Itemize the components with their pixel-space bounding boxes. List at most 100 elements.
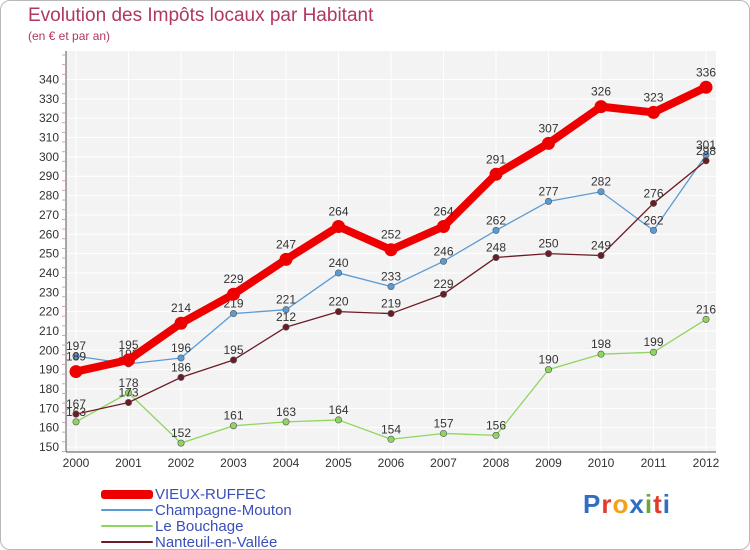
data-point [177, 439, 185, 447]
x-tick-label: 2009 [535, 456, 562, 470]
data-point [282, 418, 290, 426]
data-label: 195 [118, 338, 138, 352]
data-point [649, 348, 657, 356]
data-label: 195 [223, 343, 243, 357]
data-label: 307 [538, 121, 558, 135]
data-label: 262 [486, 213, 506, 227]
data-point [334, 308, 342, 316]
logo-letter: x [629, 489, 645, 519]
data-label: 277 [538, 184, 558, 198]
data-point [699, 80, 713, 94]
data-point [72, 410, 80, 418]
data-point [702, 315, 710, 323]
data-label: 214 [171, 301, 191, 315]
data-label: 240 [328, 256, 348, 270]
data-label: 199 [643, 335, 663, 349]
y-tick-label: 300 [39, 150, 59, 164]
data-point [439, 290, 447, 298]
data-point [125, 399, 133, 407]
data-label: 264 [433, 205, 453, 219]
data-point [334, 416, 342, 424]
data-label: 249 [591, 239, 611, 253]
data-label: 221 [276, 293, 296, 307]
legend-item[interactable]: Le Bouchage [101, 517, 292, 535]
data-label: 156 [486, 418, 506, 432]
data-point [384, 243, 398, 257]
data-label: 161 [223, 409, 243, 423]
legend-label: VIEUX-RUFFEC [155, 485, 266, 503]
data-point [544, 250, 552, 258]
data-label: 220 [328, 295, 348, 309]
data-point [597, 188, 605, 196]
legend-label: Le Bouchage [155, 517, 244, 535]
chart-title: Evolution des Impôts locaux par Habitant [28, 5, 374, 26]
y-tick-label: 330 [39, 92, 59, 106]
data-point [387, 282, 395, 290]
data-point [174, 316, 188, 330]
data-point [334, 269, 342, 277]
data-label: 163 [276, 405, 296, 419]
data-label: 167 [66, 397, 86, 411]
x-tick-label: 2007 [430, 456, 457, 470]
data-label: 189 [66, 350, 86, 364]
data-point [492, 226, 500, 234]
data-point [387, 310, 395, 318]
x-tick-label: 2000 [63, 456, 90, 470]
data-label: 164 [328, 403, 348, 417]
data-point [492, 431, 500, 439]
x-tick-label: 2006 [378, 456, 405, 470]
y-tick-label: 160 [39, 421, 59, 435]
data-label: 250 [538, 237, 558, 251]
chart-subtitle: (en € et par an) [28, 29, 111, 43]
x-tick-label: 2002 [168, 456, 195, 470]
data-label: 178 [118, 376, 138, 390]
data-point [230, 356, 238, 364]
data-point [122, 353, 135, 367]
logo-letter: i [644, 489, 654, 519]
data-label: 298 [696, 144, 716, 158]
data-point [177, 373, 185, 381]
data-label: 196 [171, 341, 191, 355]
data-point [439, 429, 447, 437]
legend-swatch [101, 525, 153, 527]
data-label: 262 [643, 213, 663, 227]
x-tick-label: 2010 [588, 456, 615, 470]
y-tick-label: 150 [39, 440, 59, 454]
data-point [72, 352, 80, 360]
data-label: 248 [486, 240, 506, 254]
data-label: 216 [696, 302, 716, 316]
data-point [439, 257, 447, 265]
y-tick-label: 340 [39, 73, 59, 87]
data-point [492, 253, 500, 261]
data-label: 197 [66, 339, 86, 353]
legend-item[interactable]: VIEUX-RUFFEC [101, 485, 292, 503]
logo-letter: P [583, 489, 602, 519]
x-tick-label: 2005 [325, 456, 352, 470]
data-point [489, 167, 503, 181]
data-point [282, 323, 290, 331]
legend-label: Nanteuil-en-Vallée [155, 533, 278, 550]
legend-swatch [101, 509, 153, 511]
data-label: 246 [433, 244, 453, 258]
data-label: 198 [591, 337, 611, 351]
x-tick-label: 2012 [693, 456, 720, 470]
legend-item[interactable]: Nanteuil-en-Vallée [101, 533, 292, 550]
data-label: 282 [591, 175, 611, 189]
y-tick-label: 250 [39, 247, 59, 261]
y-tick-label: 280 [39, 189, 59, 203]
proxiti-logo[interactable]: Proxiti [583, 489, 671, 520]
data-label: 154 [381, 422, 401, 436]
data-label: 186 [171, 360, 191, 374]
chart-legend: VIEUX-RUFFEC Champagne-Mouton Le Bouchag… [101, 485, 292, 550]
data-point [544, 197, 552, 205]
data-point [177, 354, 185, 362]
data-label: 229 [223, 272, 243, 286]
y-tick-label: 290 [39, 169, 59, 183]
data-point [597, 350, 605, 358]
data-point [544, 366, 552, 374]
y-tick-label: 190 [39, 363, 59, 377]
legend-item[interactable]: Champagne-Mouton [101, 502, 292, 519]
data-point [69, 365, 83, 379]
